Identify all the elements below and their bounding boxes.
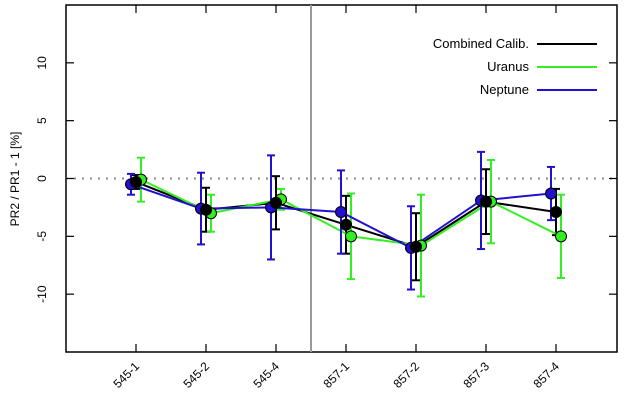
- data-point: [130, 175, 142, 188]
- x-tick-label: 857-2: [391, 359, 423, 391]
- data-point: [345, 230, 357, 243]
- data-point: [480, 195, 492, 208]
- y-tick-label: 10: [35, 56, 49, 70]
- x-tick-label: 545-4: [251, 359, 283, 391]
- data-point: [200, 203, 212, 216]
- y-axis-label: PR2 / PR1 - 1 [%]: [8, 132, 22, 227]
- legend-label: Combined Calib.: [433, 36, 529, 51]
- x-tick-label: 545-2: [181, 359, 213, 391]
- x-tick-label: 545-1: [111, 359, 143, 391]
- data-point: [410, 240, 422, 253]
- x-tick-label: 857-1: [321, 359, 353, 391]
- data-point: [550, 206, 562, 219]
- y-tick-label: 0: [35, 175, 49, 182]
- x-tick-label: 857-3: [461, 359, 493, 391]
- data-point: [335, 206, 347, 219]
- data-point: [545, 187, 557, 200]
- legend-label: Neptune: [480, 82, 529, 97]
- data-point: [340, 218, 352, 231]
- y-tick-label: 5: [35, 117, 49, 124]
- data-point: [555, 230, 567, 243]
- x-tick-label: 857-4: [531, 359, 563, 391]
- y-tick-label: -10: [35, 285, 49, 303]
- legend-label: Uranus: [487, 59, 529, 74]
- data-point: [270, 196, 282, 209]
- y-tick-label: -5: [35, 231, 49, 242]
